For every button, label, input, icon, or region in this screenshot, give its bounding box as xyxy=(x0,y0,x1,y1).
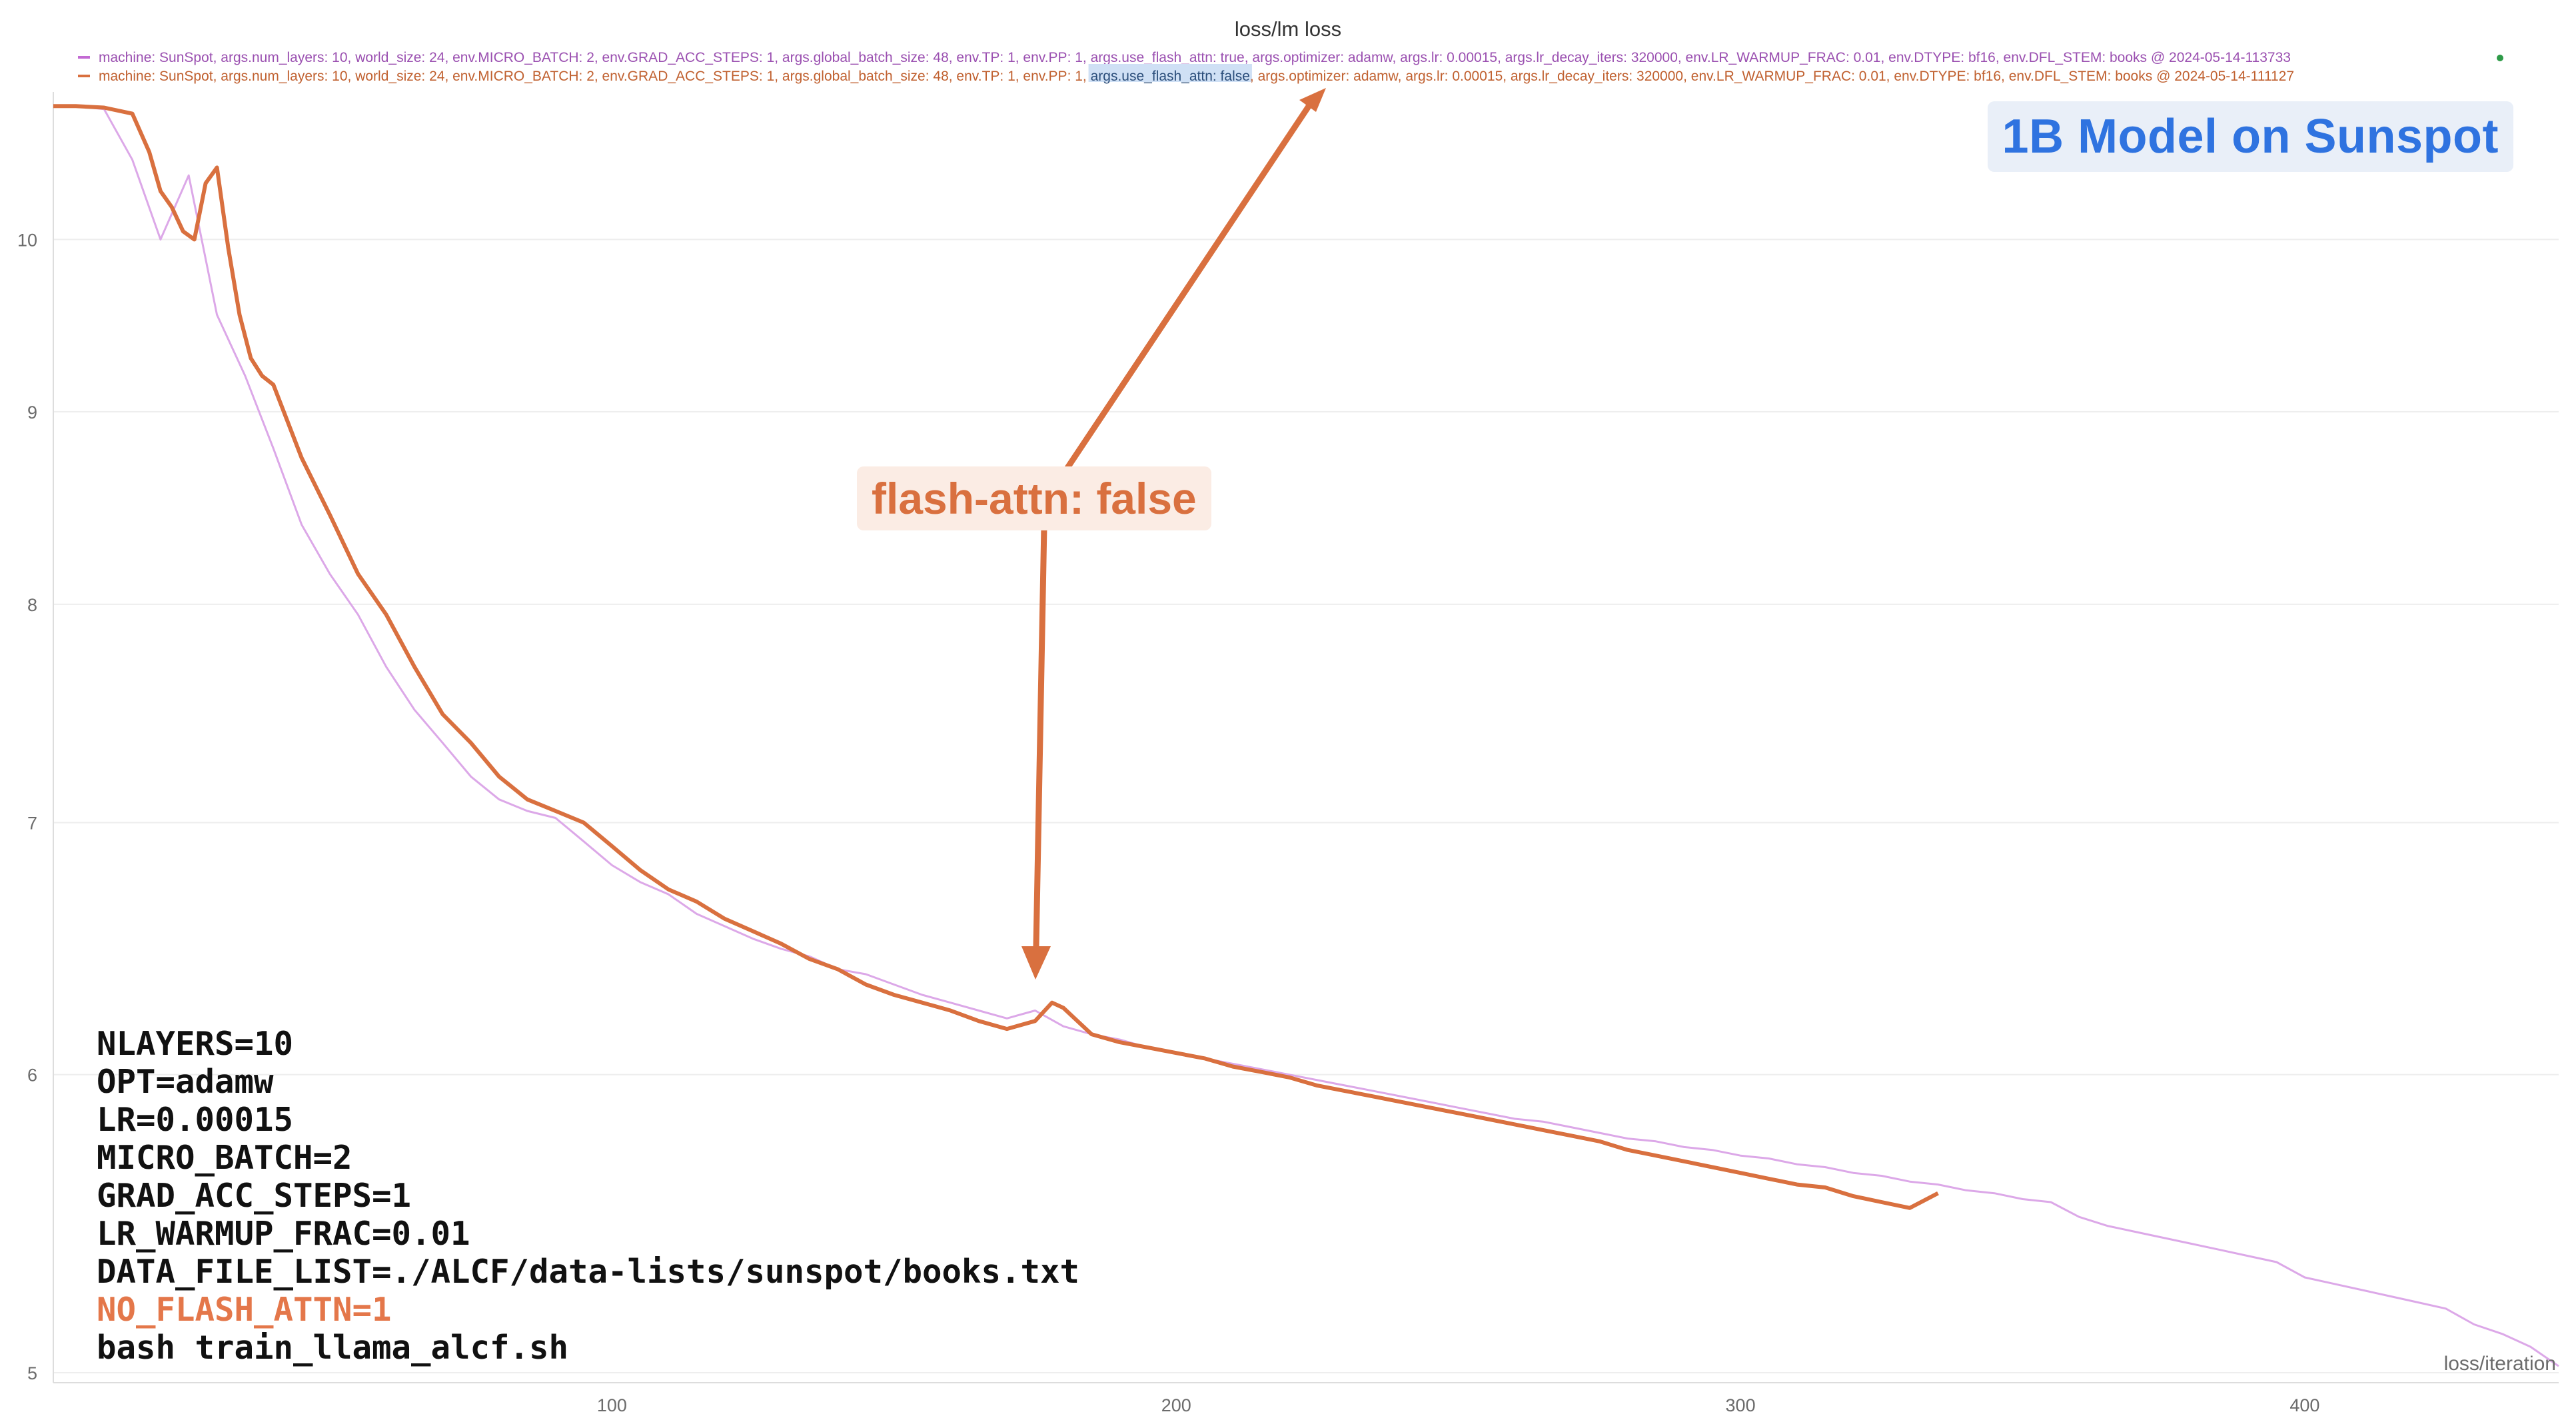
y-tick-label: 9 xyxy=(27,402,37,422)
series-layer xyxy=(53,104,2559,1367)
y-tick-label: 6 xyxy=(27,1066,37,1085)
arrow-to-curve-head xyxy=(1021,946,1051,980)
code-line: GRAD_ACC_STEPS=1 xyxy=(97,1177,412,1215)
code-line: OPT=adamw xyxy=(97,1063,274,1101)
arrow-to-legend xyxy=(1063,102,1313,473)
legend-entry-1[interactable]: machine: SunSpot, args.num_layers: 10, w… xyxy=(99,50,2291,65)
y-tick-label: 5 xyxy=(27,1363,37,1383)
code-line: LR_WARMUP_FRAC=0.01 xyxy=(97,1215,470,1253)
code-line: NLAYERS=10 xyxy=(97,1025,294,1063)
config-code-block: NLAYERS=10 OPT=adamw LR=0.00015 MICRO_BATCH… xyxy=(97,1025,1079,1367)
annotation-arrows xyxy=(1021,88,1326,980)
code-line: MICRO_BATCH=2 xyxy=(97,1139,352,1177)
code-line: NO_FLASH_ATTN=1 xyxy=(97,1291,392,1329)
code-line: LR=0.00015 xyxy=(97,1101,294,1139)
arrow-to-legend-head xyxy=(1299,88,1326,112)
x-tick-label: 300 xyxy=(1726,1395,1756,1415)
y-tick-label: 8 xyxy=(27,595,37,615)
code-line: bash train_llama_alcf.sh xyxy=(97,1329,569,1367)
legend-entry-2-highlight: args.use_flash_attn: false xyxy=(1091,69,1250,84)
arrow-to-curve xyxy=(1033,523,1047,950)
legend-highlight-bg xyxy=(1088,64,1252,82)
x-tick-label: 200 xyxy=(1161,1395,1191,1415)
legend-status-dot xyxy=(2497,55,2503,61)
flash-attn-callout: flash-attn: false xyxy=(857,466,1211,530)
legend-entry-2[interactable]: machine: SunSpot, args.num_layers: 10, w… xyxy=(99,69,2294,84)
legend-entry-2-suffix: , args.optimizer: adamw, args.lr: 0.0001… xyxy=(1250,69,2294,84)
y-tick-label: 7 xyxy=(27,813,37,833)
grid-layer xyxy=(53,239,2559,1373)
x-axis-label: loss/iteration xyxy=(2443,1353,2556,1375)
y-tick-label: 10 xyxy=(17,230,37,250)
axis-layer: 5 6 7 8 9 10 100 200 300 400 xyxy=(17,92,2559,1415)
x-tick-label: 100 xyxy=(597,1395,627,1415)
chart-title: loss/lm loss xyxy=(1234,17,1342,41)
series-line-flash-attn-true[interactable] xyxy=(53,105,2559,1367)
model-badge: 1B Model on Sunspot xyxy=(1987,101,2513,172)
code-line: DATA_FILE_LIST=./ALCF/data-lists/sunspot… xyxy=(97,1253,1080,1291)
x-tick-label: 400 xyxy=(2289,1395,2319,1415)
legend-entry-2-prefix: machine: SunSpot, args.num_layers: 10, w… xyxy=(99,69,1091,84)
series-line-flash-attn-false[interactable] xyxy=(53,104,1939,1210)
legend: machine: SunSpot, args.num_layers: 10, w… xyxy=(78,50,2503,84)
